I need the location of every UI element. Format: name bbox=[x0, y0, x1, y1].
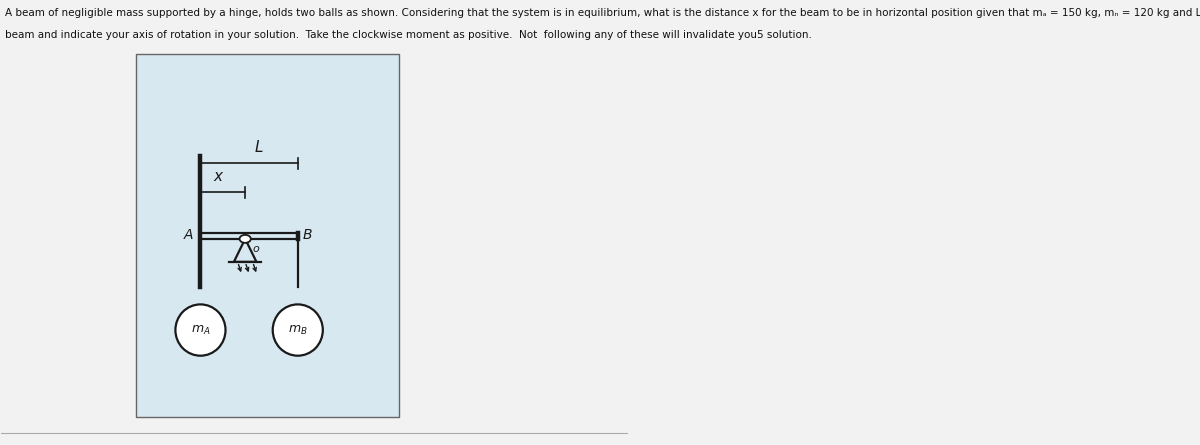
Text: L: L bbox=[254, 140, 263, 155]
FancyBboxPatch shape bbox=[136, 54, 400, 417]
Text: $m_A$: $m_A$ bbox=[191, 324, 210, 336]
Ellipse shape bbox=[272, 304, 323, 356]
Text: $m_B$: $m_B$ bbox=[288, 324, 307, 336]
Text: B: B bbox=[302, 228, 312, 242]
Ellipse shape bbox=[175, 304, 226, 356]
Text: o: o bbox=[253, 244, 259, 254]
Text: beam and indicate your axis of rotation in your solution.  Take the clockwise mo: beam and indicate your axis of rotation … bbox=[5, 30, 811, 40]
Text: x: x bbox=[212, 169, 222, 184]
Text: A beam of negligible mass supported by a hinge, holds two balls as shown. Consid: A beam of negligible mass supported by a… bbox=[5, 8, 1200, 18]
Circle shape bbox=[240, 235, 251, 243]
Text: A: A bbox=[184, 228, 193, 242]
